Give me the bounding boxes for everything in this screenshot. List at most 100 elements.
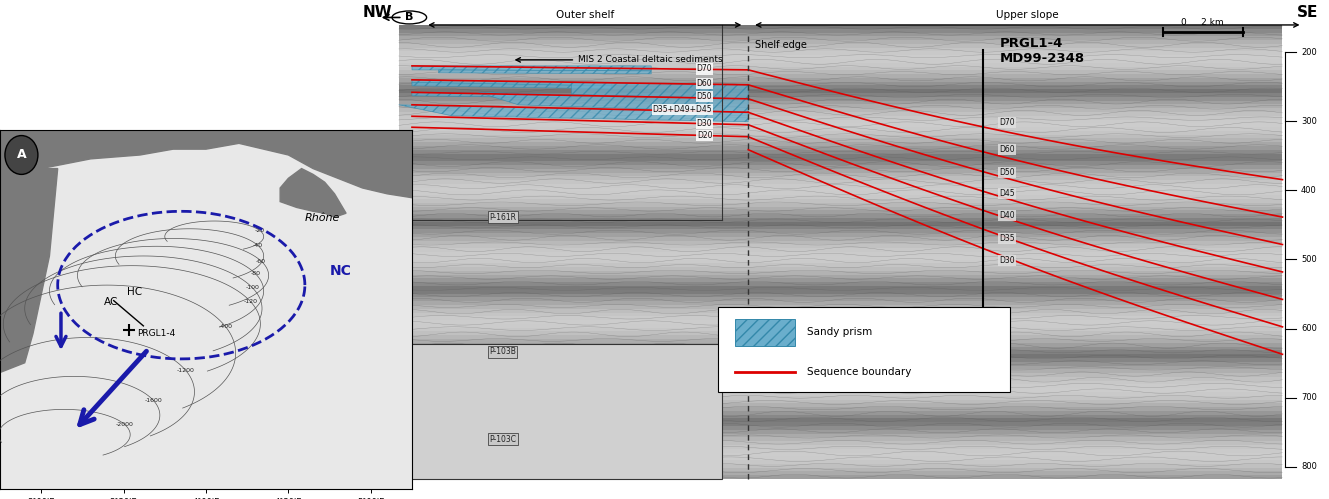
Bar	[399, 51, 1282, 55]
Bar	[399, 78, 1282, 82]
Text: -60: -60	[256, 258, 266, 263]
Text: Outer shelf: Outer shelf	[556, 10, 614, 20]
Text: AC: AC	[104, 296, 118, 306]
Text: P-103C: P-103C	[489, 435, 516, 444]
Text: PRGL1-4
MD99-2348: PRGL1-4 MD99-2348	[999, 37, 1084, 65]
Bar	[399, 434, 1282, 438]
Bar	[399, 344, 722, 479]
Bar	[399, 36, 1282, 40]
Bar	[399, 377, 1282, 381]
Polygon shape	[412, 82, 611, 89]
Bar	[399, 59, 1282, 63]
Bar	[399, 275, 1282, 278]
Bar	[399, 252, 1282, 256]
Bar	[399, 176, 1282, 180]
Text: D40: D40	[999, 211, 1015, 220]
Bar	[399, 388, 1282, 392]
Bar	[399, 328, 1282, 331]
Text: SE: SE	[1297, 5, 1318, 20]
Text: D60: D60	[999, 145, 1015, 154]
Text: B: B	[405, 12, 413, 22]
Text: -40: -40	[253, 243, 263, 248]
Text: D50: D50	[696, 92, 712, 101]
Text: 0     2 km: 0 2 km	[1181, 18, 1224, 27]
Bar	[399, 207, 1282, 211]
Bar	[399, 116, 1282, 120]
Bar	[399, 29, 1282, 32]
Text: Sandy prism: Sandy prism	[807, 327, 872, 337]
Bar	[399, 66, 1282, 70]
Bar	[399, 203, 1282, 207]
Bar	[399, 438, 1282, 441]
Text: -100: -100	[246, 285, 259, 290]
Text: MIS 2 Coastal deltaic sediments: MIS 2 Coastal deltaic sediments	[516, 55, 723, 64]
Text: D35: D35	[999, 234, 1015, 243]
Bar	[399, 248, 1282, 252]
Bar	[399, 464, 1282, 468]
Bar	[399, 180, 1282, 184]
Bar	[399, 449, 1282, 453]
Text: -20: -20	[255, 228, 264, 233]
Bar	[399, 101, 1282, 104]
Bar	[399, 403, 1282, 407]
Bar	[399, 362, 1282, 365]
Polygon shape	[0, 130, 412, 489]
Text: P-103B: P-103B	[489, 347, 516, 356]
Bar	[399, 123, 1282, 127]
Bar	[399, 278, 1282, 282]
Bar	[399, 472, 1282, 475]
Bar	[399, 339, 1282, 343]
Bar	[399, 157, 1282, 161]
Polygon shape	[412, 80, 611, 86]
Bar	[399, 460, 1282, 464]
Bar	[399, 320, 1282, 324]
Text: A: A	[16, 149, 27, 162]
Text: HC: HC	[126, 287, 142, 297]
Bar	[399, 120, 1282, 123]
Bar	[399, 154, 1282, 157]
Bar	[399, 222, 1282, 226]
Bar	[399, 25, 1282, 29]
Text: -1600: -1600	[145, 398, 162, 403]
Text: -120: -120	[243, 299, 258, 304]
Bar	[399, 63, 1282, 66]
Text: D70: D70	[696, 64, 712, 73]
Bar	[399, 384, 1282, 388]
Bar	[399, 415, 1282, 419]
Bar	[399, 40, 1282, 44]
Bar	[399, 407, 1282, 411]
Bar	[399, 214, 1282, 218]
Text: 400: 400	[1301, 186, 1317, 195]
Bar	[399, 392, 1282, 396]
Bar	[399, 324, 1282, 328]
Bar	[399, 256, 1282, 259]
Bar	[399, 93, 1282, 97]
Text: 200: 200	[1301, 48, 1317, 57]
FancyBboxPatch shape	[735, 319, 795, 346]
Text: Sequence boundary: Sequence boundary	[807, 367, 912, 377]
Bar	[399, 267, 1282, 271]
Text: 800: 800	[1301, 462, 1317, 471]
Bar	[399, 259, 1282, 263]
Bar	[399, 301, 1282, 305]
Bar	[399, 85, 1282, 89]
Bar	[399, 309, 1282, 312]
Bar	[399, 169, 1282, 173]
Bar	[399, 165, 1282, 169]
Text: -400: -400	[218, 324, 233, 329]
Bar	[399, 347, 1282, 350]
Bar	[399, 271, 1282, 275]
Bar	[399, 381, 1282, 384]
Bar	[399, 468, 1282, 472]
Bar	[399, 199, 1282, 203]
Bar	[399, 343, 1282, 347]
Text: D70: D70	[999, 118, 1015, 127]
Bar	[399, 127, 1282, 131]
Bar	[399, 312, 1282, 316]
Bar	[399, 161, 1282, 165]
Text: PRGL1-4: PRGL1-4	[137, 329, 175, 338]
Bar	[399, 55, 1282, 59]
Bar	[399, 441, 1282, 445]
Bar	[399, 293, 1282, 297]
FancyBboxPatch shape	[718, 307, 1010, 392]
